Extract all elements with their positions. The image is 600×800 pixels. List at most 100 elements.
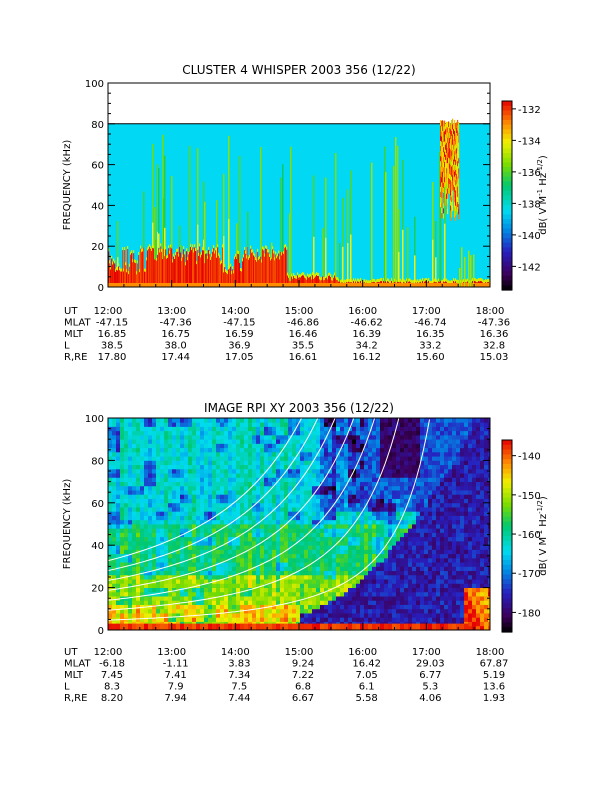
spectrogram-cell: [140, 494, 144, 499]
spectrogram-cell: [328, 596, 332, 601]
spectrogram-cell: [116, 528, 120, 533]
spectrogram-cell: [256, 600, 260, 605]
colorbar-cell: [502, 252, 512, 257]
spectrogram-cell: [140, 482, 144, 487]
ephemeris-value: 38.5: [101, 341, 123, 352]
spectrogram-cell: [192, 545, 196, 550]
spectrogram-cell: [125, 262, 126, 265]
spectrogram-cell: [308, 507, 312, 512]
spectrogram-cell: [268, 516, 272, 521]
spectrogram-cell: [276, 609, 280, 614]
spectrogram-cell: [156, 452, 160, 457]
spectrogram-cell: [244, 460, 248, 465]
spectrogram-cell: [228, 562, 232, 567]
spectrogram-cell: [344, 448, 348, 453]
spectrogram-cell: [180, 469, 184, 474]
spectrogram-cell: [192, 609, 196, 614]
spectrogram-cell: [208, 511, 212, 516]
spectrogram-cell: [344, 583, 348, 588]
spectrogram-cell: [176, 443, 180, 448]
spectrogram-cell: [292, 439, 296, 444]
spectrogram-cell: [340, 600, 344, 605]
spectrogram-cell: [220, 605, 224, 610]
spectrogram-cell: [116, 571, 120, 576]
spectrogram-cell: [272, 431, 276, 436]
spectrogram-cell: [204, 592, 208, 597]
spectrogram-cell: [328, 562, 332, 567]
spectrogram-cell: [348, 541, 352, 546]
spectrogram-cell: [188, 532, 192, 537]
spectrogram-cell: [204, 613, 208, 618]
spectrogram-cell: [180, 482, 184, 487]
spectrogram-cell: [224, 605, 228, 610]
spectrogram-cell: [356, 469, 360, 474]
spectrogram-cell: [268, 549, 272, 554]
spectrogram-cell: [209, 251, 210, 254]
spectrogram-cell: [176, 524, 180, 529]
spectrogram-cell: [116, 482, 120, 487]
spectrogram-cell: [180, 516, 184, 521]
spectrogram-cell: [288, 503, 292, 508]
spectrogram-cell: [128, 566, 132, 571]
spectrogram-cell: [160, 473, 164, 478]
spectrogram-cell: [236, 473, 240, 478]
spectrogram-cell: [208, 494, 212, 499]
spectrogram-cell: [284, 507, 288, 512]
spectrogram-cell: [148, 494, 152, 499]
spectrogram-cell: [224, 562, 228, 567]
spectrogram-cell: [364, 422, 368, 427]
spectrogram-cell: [184, 469, 188, 474]
spectrogram-cell: [208, 609, 212, 614]
spectrogram-cell: [458, 204, 459, 210]
spectrogram-cell: [148, 600, 152, 605]
spectrogram-cell: [276, 422, 280, 427]
spectrogram-cell: [168, 477, 172, 482]
spectrogram-cell: [248, 516, 252, 521]
spectrogram-cell: [332, 469, 336, 474]
spectrogram-cell: [292, 524, 296, 529]
spectrogram-cell: [140, 566, 144, 571]
spectrogram-cell: [156, 507, 160, 512]
spectrogram-cell: [124, 448, 128, 453]
spectrogram-cell: [184, 579, 188, 584]
spectrogram-cell: [112, 418, 116, 423]
spectrogram-cell: [184, 435, 188, 440]
spectrogram-cell: [144, 452, 148, 457]
spectrogram-cell: [264, 532, 268, 537]
spectrogram-cell: [124, 465, 128, 470]
spectrogram-cell: [109, 260, 110, 263]
spectrogram-cell: [208, 460, 212, 465]
spectrogram-cell: [304, 537, 308, 542]
spectrogram-cell: [332, 452, 336, 457]
spectrogram-cell: [348, 537, 352, 542]
spectrogram-cell: [304, 613, 308, 618]
spectrogram-cell: [441, 207, 442, 213]
spectrogram-cell: [236, 528, 240, 533]
spectrogram-cell: [132, 431, 136, 436]
spectrogram-cell: [300, 609, 304, 614]
spectrogram-cell: [228, 439, 232, 444]
spectrogram-cell: [360, 516, 364, 521]
spectrogram-cell: [184, 583, 188, 588]
spectrogram-cell: [328, 486, 332, 491]
spectrogram-cell: [260, 435, 264, 440]
spectrogram-cell: [296, 499, 300, 504]
spectrogram-cell: [148, 566, 152, 571]
spectrogram-cell: [124, 528, 128, 533]
spectrogram-cell: [280, 583, 284, 588]
spectrogram-cell: [441, 213, 442, 219]
spectrogram-cell: [356, 579, 360, 584]
spectrogram-cell: [140, 460, 144, 465]
spectrogram-cell: [272, 435, 276, 440]
spectrogram-cell: [304, 554, 308, 559]
spectrogram-cell: [352, 549, 356, 554]
spectrogram-cell: [300, 575, 304, 580]
spectrogram-cell: [236, 439, 240, 444]
spectrogram-cell: [272, 473, 276, 478]
spectrogram-cell: [324, 537, 328, 542]
spectrogram-cell: [268, 613, 272, 618]
spectrogram-cell: [156, 448, 160, 453]
colorbar-cell: [502, 257, 512, 262]
spectrogram-cell: [212, 524, 216, 529]
spectrogram-cell: [356, 566, 360, 571]
